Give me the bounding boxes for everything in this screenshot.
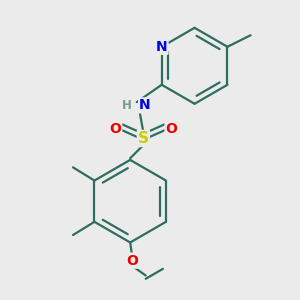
Text: N: N bbox=[139, 98, 151, 112]
Text: S: S bbox=[138, 131, 149, 146]
Text: N: N bbox=[156, 40, 167, 54]
Text: O: O bbox=[126, 254, 138, 268]
Text: H: H bbox=[122, 99, 132, 112]
Text: O: O bbox=[166, 122, 177, 136]
Text: O: O bbox=[110, 122, 121, 136]
